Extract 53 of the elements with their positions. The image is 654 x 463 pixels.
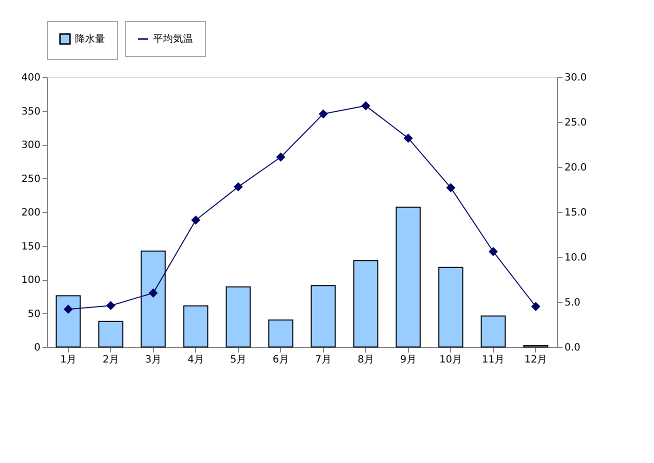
bar [310, 285, 336, 348]
point [362, 102, 370, 110]
bar [396, 206, 421, 348]
bar [268, 320, 294, 348]
x-tick-label: 4月 [188, 354, 204, 366]
x-tick-label: 12月 [524, 354, 548, 366]
bar [226, 286, 251, 348]
y2-tick-label: 30.0 [564, 72, 587, 84]
legend-label: 降水量 [75, 33, 105, 45]
x-tick-label: 1月 [60, 354, 76, 366]
bar [438, 266, 464, 348]
point [276, 152, 285, 162]
point [234, 182, 242, 191]
bar [98, 320, 124, 348]
x-tick-label: 8月 [358, 354, 374, 366]
point [192, 216, 200, 224]
y2-tick-label: 5.0 [564, 298, 580, 308]
point [149, 288, 158, 298]
y2-tick-label: 0.0 [564, 342, 580, 354]
y-tick-label: 400 [21, 72, 40, 84]
y2-tick-label: 15.0 [564, 208, 587, 218]
bar [353, 260, 378, 348]
x-tick-label: 9月 [400, 354, 416, 366]
point [489, 247, 498, 256]
x-tick-label: 2月 [102, 354, 119, 366]
y2-tick-label: 10.0 [564, 252, 587, 264]
legend-label: 平均気温 [153, 33, 193, 45]
point [319, 110, 328, 118]
bar [183, 305, 208, 348]
y-tick-label: 300 [21, 140, 40, 151]
y-tick-label: 50 [28, 308, 40, 320]
point [106, 301, 115, 310]
x-tick-label: 5月 [230, 354, 246, 366]
y-tick-label: 350 [21, 106, 40, 118]
x-tick-label: 11月 [482, 354, 505, 366]
y2-tick-label: 25.0 [564, 118, 587, 128]
bar [140, 250, 166, 348]
point [446, 184, 455, 192]
point [532, 302, 540, 311]
y-tick-label: 100 [21, 275, 40, 286]
bar [480, 315, 506, 348]
point [64, 305, 72, 314]
y-tick-label: 250 [21, 174, 40, 185]
x-tick-label: 7月 [315, 354, 332, 366]
bar [56, 295, 81, 348]
point [404, 134, 412, 142]
x-tick-label: 10月 [439, 354, 462, 366]
y-tick-label: 150 [21, 241, 40, 252]
y2-tick-label: 20.0 [564, 162, 587, 174]
y-tick-label: 0 [34, 342, 40, 354]
y-tick-label: 200 [21, 208, 40, 218]
x-tick-label: 3月 [145, 354, 162, 366]
x-tick-label: 6月 [272, 354, 289, 366]
